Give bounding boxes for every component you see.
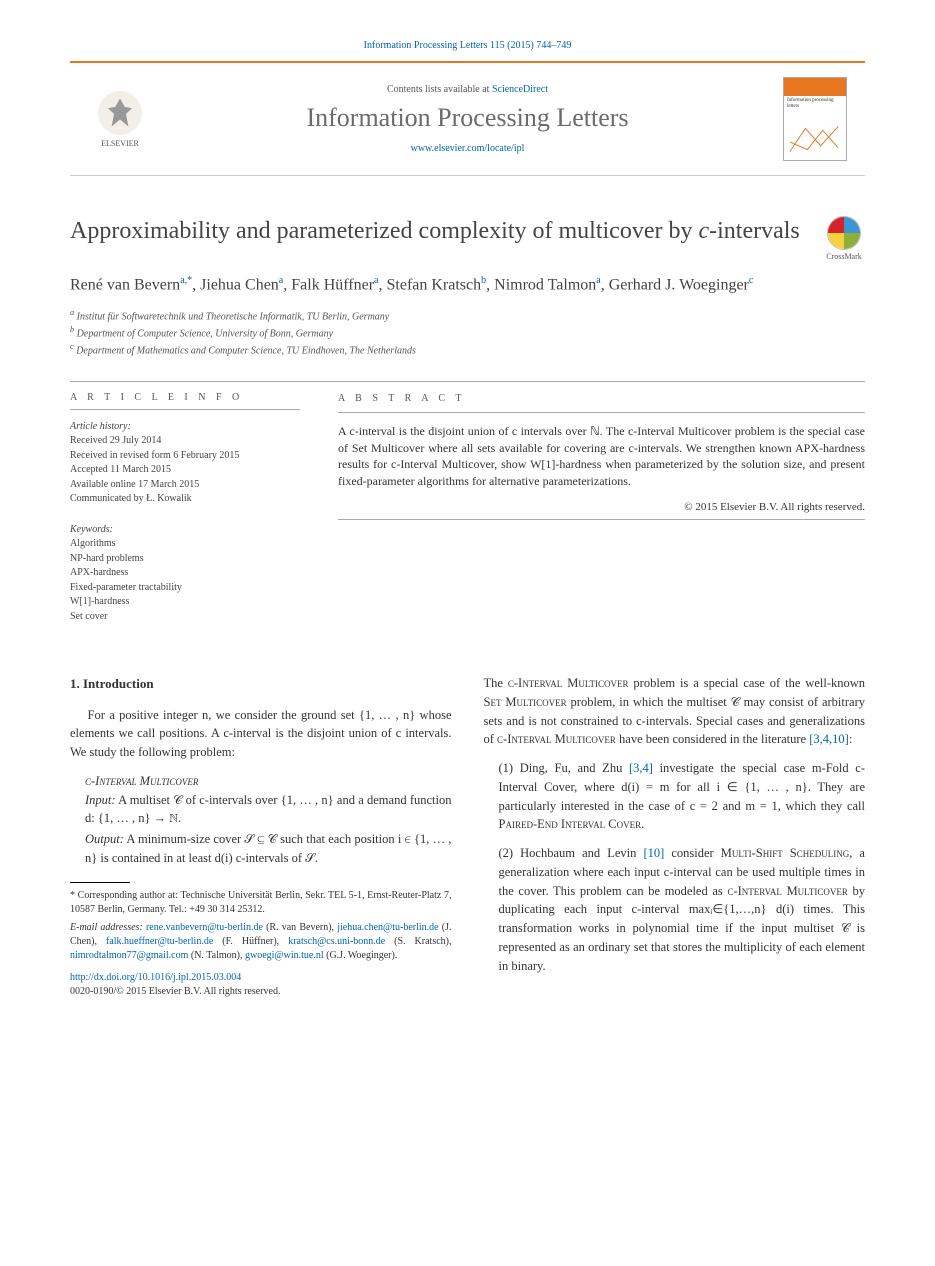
author-2: , Jiehua Chen (192, 276, 279, 293)
crossmark-badge[interactable]: CrossMark (823, 216, 865, 258)
elsevier-tree-icon (98, 91, 142, 135)
contents-line: Contents lists available at ScienceDirec… (172, 84, 763, 95)
rp2c: Paired-End Interval Cover (499, 817, 642, 831)
problem-name: c-Interval Multicover (85, 772, 452, 791)
author-6: , Gerhard J. Woeginger (601, 276, 749, 293)
accepted-date: Accepted 11 March 2015 (70, 463, 300, 478)
keyword-2: APX-hardness (70, 566, 300, 581)
right-column: The c-Interval Multicover problem is a s… (484, 674, 866, 999)
journal-cover-thumb: Information processing letters (783, 77, 847, 161)
email-6[interactable]: gwoegi@win.tue.nl (245, 950, 324, 961)
article-title: Approximability and parameterized comple… (70, 216, 803, 246)
top-citation: Information Processing Letters 115 (2015… (70, 40, 865, 51)
rp3e: c-Interval Multicover (727, 884, 847, 898)
email-4[interactable]: kratsch@cs.uni-bonn.de (288, 936, 385, 947)
ref-3-4-10[interactable]: [3,4,10] (809, 732, 849, 746)
keywords-label: Keywords: (70, 523, 300, 538)
revised-date: Received in revised form 6 February 2015 (70, 449, 300, 464)
online-date: Available online 17 March 2015 (70, 478, 300, 493)
email-n3: (F. Hüffner), (213, 936, 288, 947)
abstract-text: A c-interval is the disjoint union of c … (338, 423, 865, 490)
author-1-aff[interactable]: a,* (180, 275, 192, 286)
contents-prefix: Contents lists available at (387, 84, 492, 95)
email-1[interactable]: rene.vanbevern@tu-berlin.de (146, 922, 263, 933)
right-p1: The c-Interval Multicover problem is a s… (484, 674, 866, 749)
left-column: 1. Introduction For a positive integer n… (70, 674, 452, 999)
input-text: A multiset 𝒞 of c-intervals over {1, … ,… (85, 793, 452, 826)
right-p3: (2) Hochbaum and Levin [10] consider Mul… (499, 844, 866, 975)
issn-line: 0020-0190/© 2015 Elsevier B.V. All right… (70, 985, 452, 999)
elsevier-logo: ELSEVIER (88, 84, 152, 154)
ref-10[interactable]: [10] (643, 846, 664, 860)
doi-link[interactable]: http://dx.doi.org/10.1016/j.ipl.2015.03.… (70, 972, 241, 983)
keyword-0: Algorithms (70, 537, 300, 552)
rp3c: Multi-Shift Scheduling (721, 846, 849, 860)
title-ital: c (698, 218, 709, 244)
output-label: Output: (85, 832, 124, 846)
journal-header: ELSEVIER Contents lists available at Sci… (70, 61, 865, 176)
affil-a: Institut für Softwaretechnik und Theoret… (77, 311, 390, 322)
input-label: Input: (85, 793, 116, 807)
history-label: Article history: (70, 420, 300, 435)
output-text: A minimum-size cover 𝒮 ⊆ 𝒞 such that eac… (85, 832, 452, 865)
problem-definition: c-Interval Multicover Input: A multiset … (85, 772, 452, 868)
affiliations: a Institut für Softwaretechnik und Theor… (70, 307, 865, 359)
author-3: , Falk Hüffner (283, 276, 374, 293)
abstract-head: A B S T R A C T (338, 392, 865, 406)
author-5: , Nimrod Talmon (486, 276, 596, 293)
keyword-1: NP-hard problems (70, 552, 300, 567)
rp1f: c-Interval Multicover (497, 732, 616, 746)
email-3[interactable]: falk.hueffner@tu-berlin.de (106, 936, 213, 947)
email-n1: (R. van Bevern), (263, 922, 337, 933)
received-date: Received 29 July 2014 (70, 434, 300, 449)
email-n6: (G.J. Woeginger). (324, 950, 398, 961)
author-1: René van Bevern (70, 276, 180, 293)
title-post: -intervals (709, 218, 800, 244)
email-2[interactable]: jiehua.chen@tu-berlin.de (337, 922, 438, 933)
author-6-aff[interactable]: c (749, 275, 753, 286)
email-5[interactable]: nimrodtalmon77@gmail.com (70, 950, 188, 961)
footnotes: * Corresponding author at: Technische Un… (70, 889, 452, 999)
communicated-by: Communicated by Ł. Kowalik (70, 492, 300, 507)
rp1g: have been considered in the literature (616, 732, 809, 746)
journal-name: Information Processing Letters (172, 103, 763, 133)
keyword-5: Set cover (70, 610, 300, 625)
rp1b: c-Interval Multicover (508, 676, 629, 690)
crossmark-label: CrossMark (826, 252, 862, 261)
abstract-copyright: © 2015 Elsevier B.V. All rights reserved… (338, 500, 865, 515)
email-n5: (N. Talmon), (188, 950, 245, 961)
email-n4: (S. Kratsch), (385, 936, 451, 947)
keyword-3: Fixed-parameter tractability (70, 581, 300, 596)
affil-c: Department of Mathematics and Computer S… (76, 346, 416, 357)
intro-p1: For a positive integer n, we consider th… (70, 706, 452, 762)
affil-b: Department of Computer Science, Universi… (77, 328, 333, 339)
citation-link[interactable]: Information Processing Letters 115 (2015… (364, 40, 572, 51)
keyword-4: W[1]-hardness (70, 595, 300, 610)
section-1-heading: 1. Introduction (70, 674, 452, 694)
journal-homepage-link[interactable]: www.elsevier.com/locate/ipl (411, 143, 525, 154)
rp2a: (1) Ding, Fu, and Zhu (499, 761, 629, 775)
article-info-head: A R T I C L E I N F O (70, 392, 300, 403)
email-label: E-mail addresses: (70, 922, 143, 933)
publisher-label: ELSEVIER (101, 139, 139, 148)
title-pre: Approximability and parameterized comple… (70, 218, 698, 244)
corresponding-author: Corresponding author at: Technische Univ… (70, 890, 452, 915)
rp2d: . (641, 817, 644, 831)
author-list: René van Beverna,*, Jiehua Chena, Falk H… (70, 274, 865, 297)
author-4: , Stefan Kratsch (379, 276, 482, 293)
rp3b: consider (664, 846, 721, 860)
sciencedirect-link[interactable]: ScienceDirect (492, 84, 548, 95)
rp1a: The (484, 676, 508, 690)
rp1d: Set Multicover (484, 695, 567, 709)
ref-3-4[interactable]: [3,4] (629, 761, 653, 775)
rp1c: problem is a special case of the well-kn… (629, 676, 866, 690)
right-p2: (1) Ding, Fu, and Zhu [3,4] investigate … (499, 759, 866, 834)
rp1i: : (849, 732, 852, 746)
rp3a: (2) Hochbaum and Levin (499, 846, 644, 860)
